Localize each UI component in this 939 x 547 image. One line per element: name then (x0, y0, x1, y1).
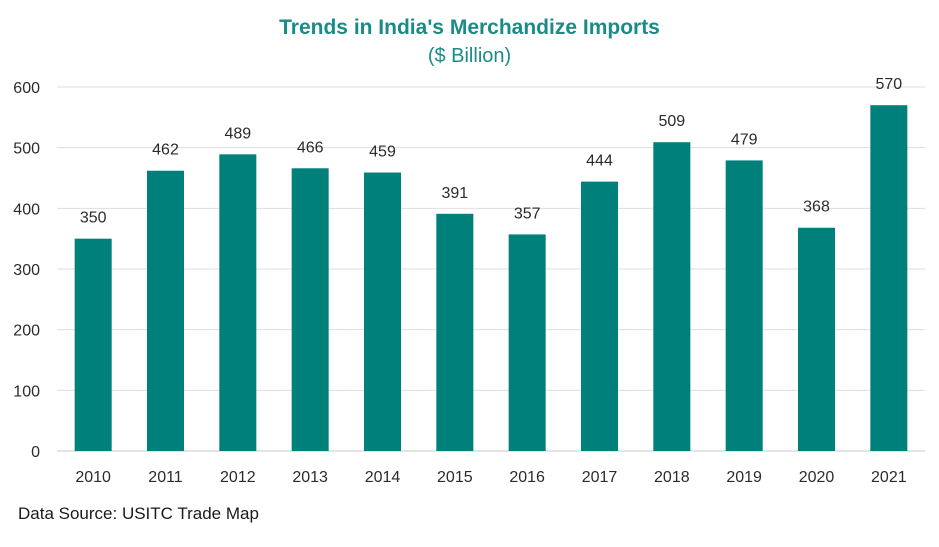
data-label: 570 (875, 76, 902, 93)
bar (219, 154, 256, 451)
bar (798, 228, 835, 451)
y-tick-label: 0 (31, 444, 40, 461)
data-label: 368 (803, 199, 830, 216)
x-tick-label: 2015 (437, 469, 473, 486)
gridlines (57, 87, 925, 451)
y-tick-label: 200 (13, 323, 40, 340)
data-label: 444 (586, 153, 613, 170)
x-tick-label: 2011 (148, 469, 183, 486)
x-tick-label: 2014 (365, 469, 401, 486)
y-tick-label: 300 (13, 262, 40, 279)
x-tick-label: 2012 (220, 469, 256, 486)
bar (870, 105, 907, 451)
data-label: 466 (297, 139, 324, 156)
bar (147, 171, 184, 451)
data-label: 357 (514, 205, 541, 222)
bar (509, 234, 546, 451)
bar (726, 160, 763, 451)
data-label: 391 (441, 185, 468, 202)
x-tick-label: 2017 (582, 469, 618, 486)
x-tick-label: 2019 (726, 469, 762, 486)
data-label: 479 (731, 131, 758, 148)
bar (653, 142, 690, 451)
x-tick-label: 2018 (654, 469, 690, 486)
data-source-note: Data Source: USITC Trade Map (18, 504, 259, 524)
bar-chart: 0100200300400500600 350462489466 45939135… (0, 0, 939, 547)
bar (436, 214, 473, 451)
bar (581, 182, 618, 451)
y-axis-ticks: 0 100 200 300 400 500 600 (13, 80, 40, 461)
y-tick-label: 600 (13, 80, 40, 97)
y-tick-label: 400 (13, 201, 40, 218)
data-label: 462 (152, 142, 179, 159)
y-tick-label: 100 (13, 383, 40, 400)
x-tick-label: 2021 (871, 469, 907, 486)
y-tick-label: 500 (13, 141, 40, 158)
bar (75, 239, 112, 451)
x-axis-ticks: 2010 2011 2012 2013 2014 2015 2016 2017 2018 2019… (75, 469, 906, 486)
x-tick-label: 2013 (292, 469, 328, 486)
data-label: 489 (224, 125, 251, 142)
bar (292, 168, 329, 451)
bar (364, 173, 401, 451)
data-label: 509 (658, 113, 685, 130)
data-labels: 350 462 489 466 459 391 357 444 509 479 368 570 (80, 76, 902, 226)
data-label: 350 (80, 210, 107, 227)
x-tick-label: 2020 (799, 469, 835, 486)
data-label: 459 (369, 144, 396, 161)
x-tick-label: 2010 (75, 469, 111, 486)
x-tick-label: 2016 (509, 469, 545, 486)
bars (75, 105, 908, 451)
